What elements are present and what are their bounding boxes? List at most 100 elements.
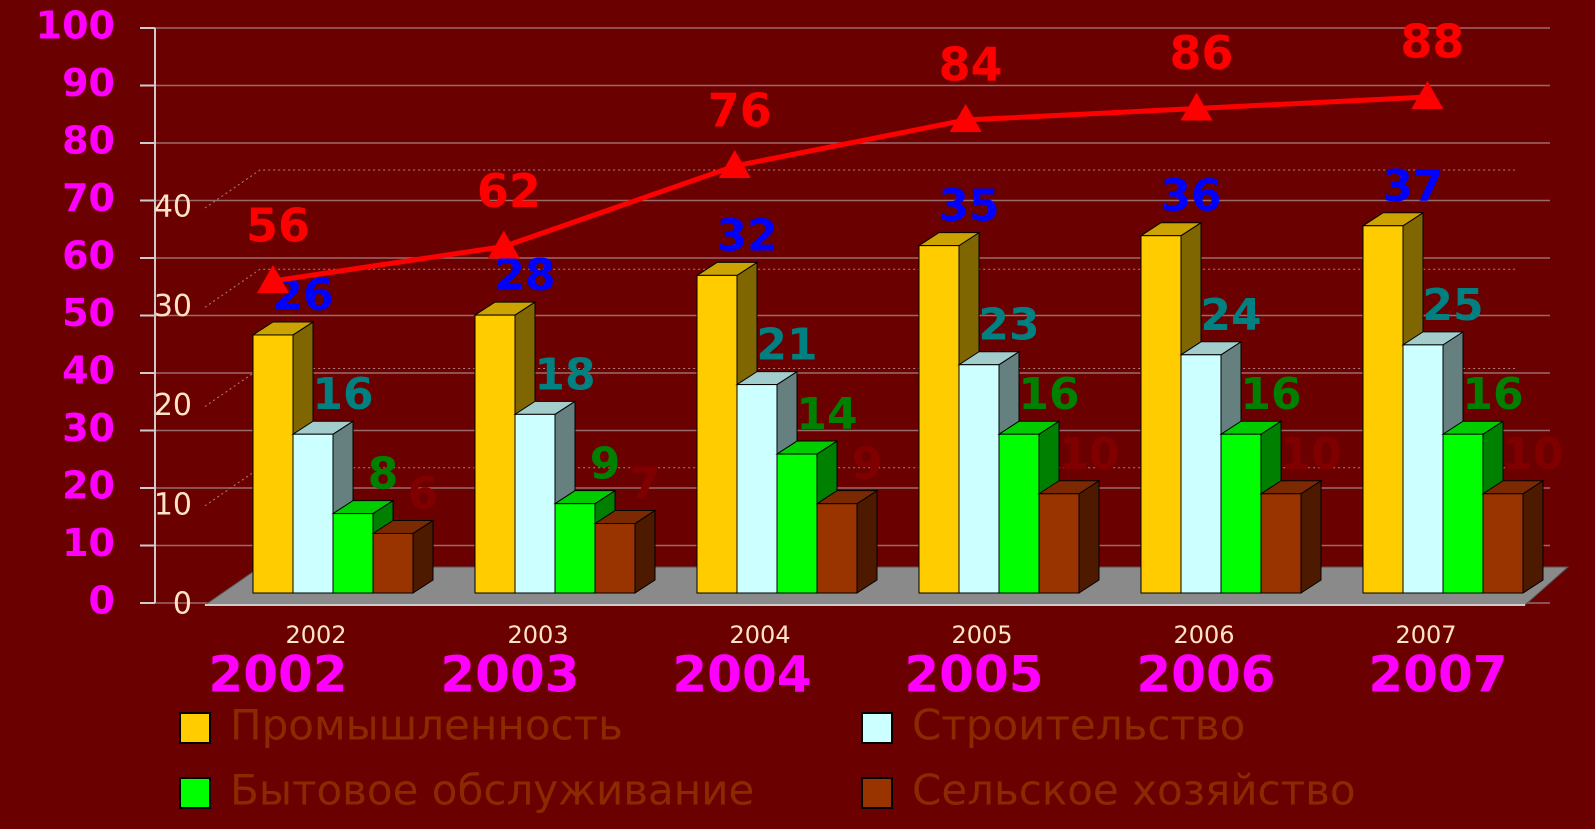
bar: [1220, 433, 1262, 594]
bar-side: [1078, 479, 1100, 594]
bar: [1140, 235, 1182, 594]
x-tick-label: 2007: [1395, 621, 1456, 649]
marker: [1180, 92, 1213, 121]
x-tick-label: 2004: [672, 646, 811, 704]
marker: [718, 150, 751, 178]
bar: [554, 503, 596, 594]
bar: [958, 364, 1000, 594]
data-label: 8: [368, 449, 399, 500]
bar: [1180, 354, 1222, 594]
bar: [332, 513, 374, 594]
x-tick-label: 2003: [507, 621, 568, 649]
data-label: 35: [938, 181, 999, 232]
bar: [998, 433, 1040, 594]
x-tick-label: 2007: [1368, 646, 1507, 704]
legend-label: Бытовое обслуживание: [230, 766, 754, 815]
legend-label: Строительство: [912, 701, 1245, 750]
y-tick-label: 20: [62, 464, 115, 508]
bar: [1442, 433, 1484, 594]
marker: [1411, 81, 1444, 109]
data-label: 23: [978, 300, 1039, 351]
y-tick-label: 70: [62, 176, 115, 220]
y-tick-label: 50: [62, 291, 115, 335]
bar: [816, 503, 858, 594]
data-label: 36: [1160, 171, 1221, 222]
x-tick-label: 2006: [1136, 646, 1275, 704]
legend-label: Промышленность: [230, 701, 623, 750]
data-label: 16: [1462, 369, 1523, 420]
grid-line: [204, 169, 1515, 209]
data-label: 24: [1200, 290, 1261, 341]
bar: [252, 334, 294, 594]
bar: [1362, 225, 1404, 594]
data-label: 32: [716, 210, 777, 261]
legend-swatch: [179, 712, 211, 744]
y-tick-label: 80: [62, 119, 115, 163]
data-label: 25: [1422, 280, 1483, 331]
y-tick-label: 30: [154, 289, 192, 324]
legend-swatch: [179, 777, 211, 809]
x-tick-label: 2006: [1173, 621, 1234, 649]
y-tick-label: 10: [62, 521, 115, 565]
bar: [776, 453, 818, 594]
data-label: 7: [630, 459, 661, 510]
data-label: 10: [1502, 429, 1563, 480]
x-tick-label: 2005: [951, 621, 1012, 649]
data-label: 9: [852, 439, 883, 490]
marker: [949, 104, 982, 132]
line: [272, 94, 1428, 284]
data-label: 16: [1018, 369, 1079, 420]
data-label: 88: [1400, 15, 1464, 69]
data-label: 56: [246, 199, 310, 253]
x-tick-label: 2002: [285, 621, 346, 649]
bar: [696, 274, 738, 594]
bar: [514, 413, 556, 594]
data-label: 18: [534, 349, 595, 400]
legend-swatch: [861, 712, 893, 744]
y-tick-label: 10: [154, 487, 192, 522]
data-label: 6: [408, 468, 439, 519]
data-label: 14: [796, 389, 857, 440]
data-label: 28: [494, 250, 555, 301]
bar: [594, 523, 636, 594]
bar: [1260, 493, 1302, 594]
data-label: 16: [312, 369, 373, 420]
bar: [1402, 344, 1444, 594]
legend-label: Сельское хозяйство: [912, 766, 1356, 815]
y-tick-label: 40: [62, 349, 115, 393]
x-tick-label: 2005: [904, 646, 1043, 704]
bar: [292, 433, 334, 594]
x-tick-label: 2004: [729, 621, 790, 649]
y-tick-label: 30: [62, 406, 115, 450]
x-tick-label: 2002: [208, 646, 347, 704]
data-label: 84: [939, 38, 1003, 92]
data-label: 37: [1382, 161, 1443, 212]
bar: [1482, 493, 1524, 594]
data-label: 16: [1240, 369, 1301, 420]
marker: [257, 265, 289, 293]
data-label: 62: [477, 164, 541, 218]
legend-swatch: [861, 777, 893, 809]
data-label: 10: [1280, 429, 1341, 480]
y-tick-label: 0: [173, 587, 192, 622]
y-tick-label: 0: [89, 579, 115, 623]
y-tick-label: 60: [62, 234, 115, 278]
y-tick-label: 90: [62, 61, 115, 105]
y-tick-label: 100: [36, 4, 115, 48]
data-label: 9: [590, 439, 621, 490]
bar-side: [1300, 479, 1322, 594]
data-label: 21: [756, 320, 817, 371]
x-tick-label: 2003: [440, 646, 579, 704]
bar: [372, 532, 414, 594]
bar-side: [1522, 479, 1544, 594]
bar: [918, 245, 960, 594]
grid-line: [204, 268, 1515, 308]
bar: [1038, 493, 1080, 594]
bar: [474, 314, 516, 594]
bar-side: [856, 489, 878, 594]
marker: [487, 230, 520, 259]
bar-side: [634, 509, 656, 594]
bar: [736, 384, 778, 594]
